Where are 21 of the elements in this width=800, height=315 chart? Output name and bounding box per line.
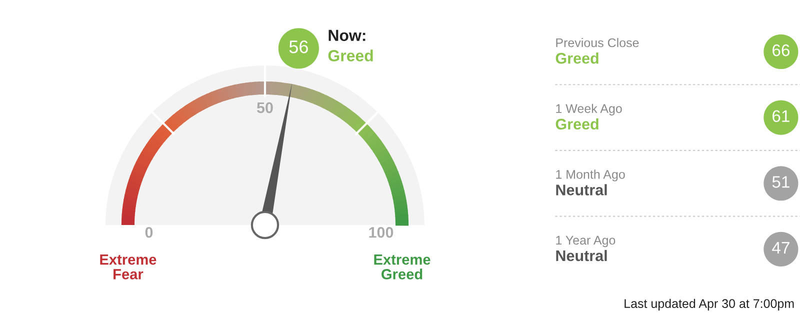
text: Extreme Greed: [374, 254, 430, 280]
data-label: 47: [772, 242, 790, 254]
data-label: 61: [772, 110, 790, 122]
data-label: 66: [772, 44, 790, 56]
text: Neutral: [556, 250, 607, 262]
category-label: Previous Close: [556, 38, 639, 48]
text: Greed: [556, 118, 598, 130]
text: Last updated Apr 30 at 7:00pm: [624, 298, 794, 310]
category-label: 1 Week Ago: [556, 104, 622, 116]
data-label: 51: [772, 176, 790, 188]
category-label: 1 Year Ago: [556, 236, 616, 248]
text: Neutral: [556, 184, 607, 196]
text: Greed: [328, 50, 373, 62]
data-label: 56: [289, 40, 308, 54]
text: 0: [145, 226, 153, 238]
text: Extreme Fear: [100, 254, 156, 280]
category-label: 1 Month Ago: [556, 170, 625, 182]
text: 50: [256, 102, 273, 114]
text: Greed: [556, 52, 598, 64]
text: Now:: [328, 30, 366, 42]
text: 100: [369, 226, 394, 238]
